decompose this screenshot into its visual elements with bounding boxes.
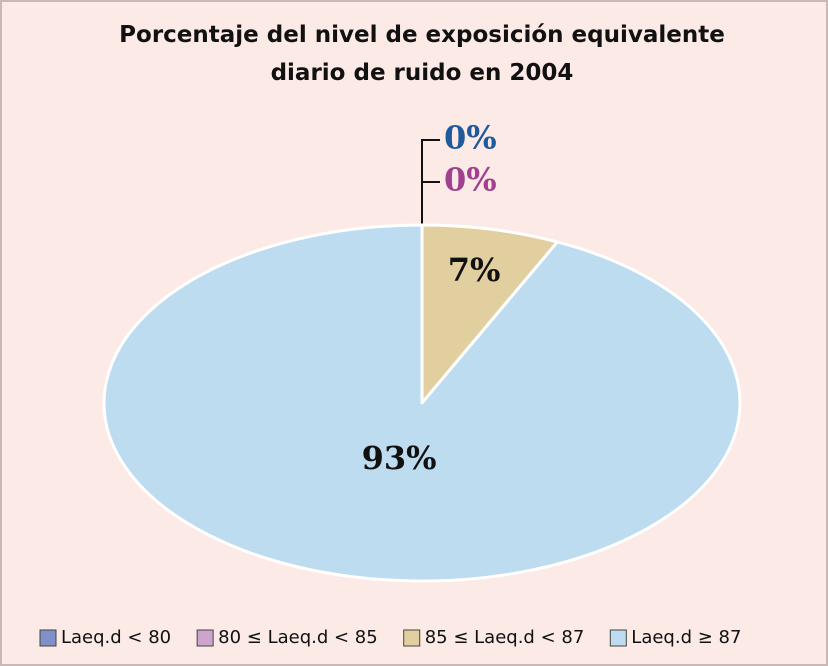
pie-slice <box>420 223 559 405</box>
value-label: 0% <box>444 119 497 157</box>
value-label: 0% <box>444 161 497 199</box>
legend-label: Laeq.d ≥ 87 <box>631 627 741 648</box>
value-label: 93% <box>362 439 437 477</box>
chart-title: Porcentaje del nivel de exposición equiv… <box>119 22 725 48</box>
legend-swatch <box>609 629 627 647</box>
legend-swatch <box>39 629 57 647</box>
legend-swatch <box>403 629 421 647</box>
legend-label: 80 ≤ Laeq.d < 85 <box>218 627 378 648</box>
pie-slice <box>102 223 742 583</box>
legend-label: Laeq.d < 80 <box>61 627 171 648</box>
chart-title: diario de ruido en 2004 <box>271 60 574 86</box>
legend-label: 85 ≤ Laeq.d < 87 <box>425 627 585 648</box>
legend-swatch <box>196 629 214 647</box>
value-label: 7% <box>448 251 501 289</box>
